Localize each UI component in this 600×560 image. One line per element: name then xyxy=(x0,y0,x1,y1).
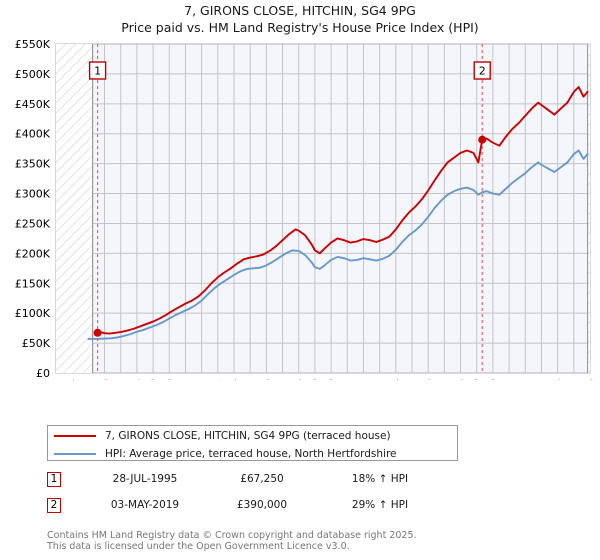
svg-text:1997: 1997 xyxy=(115,379,128,380)
transaction-price-1: £67,250 xyxy=(240,473,284,485)
page-title: 7, GIRONS CLOSE, HITCHIN, SG4 9PG xyxy=(184,3,416,18)
svg-text:2023: 2023 xyxy=(535,379,548,380)
svg-text:2019: 2019 xyxy=(471,379,484,380)
page-subtitle: Price paid vs. HM Land Registry's House … xyxy=(121,20,479,35)
footer-line-2: This data is licensed under the Open Gov… xyxy=(47,541,350,552)
transaction-hpi-delta-1: 18% ↑ HPI xyxy=(351,473,409,485)
transaction-date-1: 28-JUL-1995 xyxy=(112,473,178,485)
svg-text:2012: 2012 xyxy=(357,379,370,380)
svg-text:2018: 2018 xyxy=(455,379,468,380)
svg-text:2011: 2011 xyxy=(341,379,354,380)
svg-text:2022: 2022 xyxy=(519,379,532,380)
price-history-chart: £0 £50K £100K £150K £200K £250K £300K £350K £400… xyxy=(15,40,597,380)
transaction-price-2: £390,000 xyxy=(236,499,288,511)
svg-text:£400K: £400K xyxy=(15,128,51,141)
svg-text:1994: 1994 xyxy=(66,379,79,380)
svg-text:2: 2 xyxy=(479,65,486,78)
table-row: 1 28-JUL-1995 £67,250 18% ↑ HPI xyxy=(47,470,458,496)
transaction-hpi-delta-2: 29% ↑ HPI xyxy=(351,499,409,511)
svg-text:2005: 2005 xyxy=(244,379,257,380)
footer-line-1: Contains HM Land Registry data © Crown c… xyxy=(47,530,417,541)
svg-text:£200K: £200K xyxy=(15,247,51,260)
svg-text:2006: 2006 xyxy=(260,379,273,380)
legend-swatch-red-icon xyxy=(54,434,96,437)
svg-text:2003: 2003 xyxy=(212,379,225,380)
svg-text:£350K: £350K xyxy=(15,158,51,171)
svg-text:£50K: £50K xyxy=(22,337,51,350)
legend-item-hpi: HPI: Average price, terraced house, Nort… xyxy=(48,445,457,462)
svg-text:2025: 2025 xyxy=(568,379,581,380)
svg-text:2020: 2020 xyxy=(487,379,500,380)
svg-text:1998: 1998 xyxy=(131,379,144,380)
svg-text:£100K: £100K xyxy=(15,307,51,320)
svg-text:2014: 2014 xyxy=(390,379,403,380)
svg-text:2013: 2013 xyxy=(374,379,387,380)
svg-text:£500K: £500K xyxy=(15,68,51,81)
svg-text:2021: 2021 xyxy=(503,379,516,380)
svg-text:2004: 2004 xyxy=(228,379,241,380)
svg-text:2016: 2016 xyxy=(422,379,435,380)
chart-legend: 7, GIRONS CLOSE, HITCHIN, SG4 9PG (terra… xyxy=(47,425,458,461)
svg-text:£550K: £550K xyxy=(15,40,51,51)
svg-text:2024: 2024 xyxy=(552,379,565,380)
chart-title: 7, GIRONS CLOSE, HITCHIN, SG4 9PG Price … xyxy=(0,2,600,36)
transaction-badge-1: 1 xyxy=(47,472,61,487)
svg-text:£250K: £250K xyxy=(15,217,51,230)
svg-text:1999: 1999 xyxy=(147,379,160,380)
svg-text:2007: 2007 xyxy=(277,379,290,380)
legend-item-subject: 7, GIRONS CLOSE, HITCHIN, SG4 9PG (terra… xyxy=(48,427,457,444)
transactions-table: 1 28-JUL-1995 £67,250 18% ↑ HPI 2 03-MAY… xyxy=(47,470,458,522)
chart-plot-area: £0 £50K £100K £150K £200K £250K £300K £350K £400… xyxy=(0,40,600,380)
svg-text:£450K: £450K xyxy=(15,98,51,111)
svg-text:2015: 2015 xyxy=(406,379,419,380)
transaction-badge-2: 2 xyxy=(47,498,61,513)
svg-text:£0: £0 xyxy=(36,367,50,380)
svg-text:£150K: £150K xyxy=(15,277,51,290)
svg-text:1: 1 xyxy=(94,65,101,78)
legend-label-hpi: HPI: Average price, terraced house, Nort… xyxy=(105,447,397,460)
svg-text:1995: 1995 xyxy=(82,379,95,380)
copyright-footer: Contains HM Land Registry data © Crown c… xyxy=(47,530,567,552)
svg-text:1993: 1993 xyxy=(50,379,63,380)
legend-swatch-blue-icon xyxy=(54,452,96,455)
svg-text:2010: 2010 xyxy=(325,379,338,380)
svg-text:2008: 2008 xyxy=(293,379,306,380)
svg-text:£300K: £300K xyxy=(15,188,51,201)
svg-text:1996: 1996 xyxy=(99,379,112,380)
svg-text:2002: 2002 xyxy=(196,379,209,380)
svg-text:2000: 2000 xyxy=(163,379,176,380)
table-row: 2 03-MAY-2019 £390,000 29% ↑ HPI xyxy=(47,496,458,522)
svg-text:2017: 2017 xyxy=(438,379,451,380)
legend-label-subject: 7, GIRONS CLOSE, HITCHIN, SG4 9PG (terra… xyxy=(105,429,391,442)
svg-text:2001: 2001 xyxy=(179,379,192,380)
transaction-date-2: 03-MAY-2019 xyxy=(110,499,180,511)
svg-text:2026: 2026 xyxy=(584,379,597,380)
svg-text:2009: 2009 xyxy=(309,379,322,380)
